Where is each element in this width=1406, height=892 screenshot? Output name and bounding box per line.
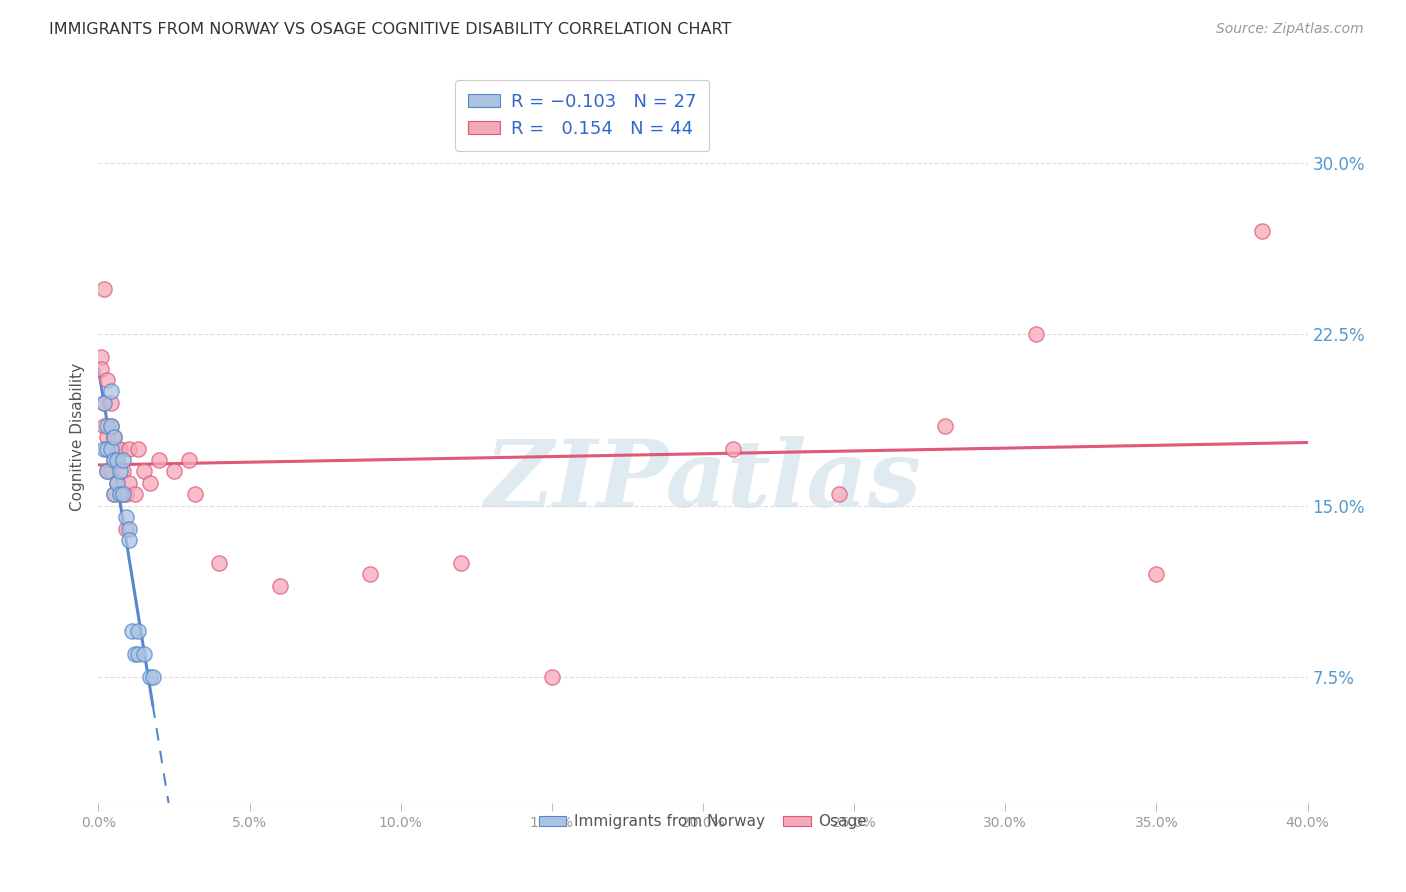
Point xyxy=(723,442,745,456)
Point xyxy=(360,567,382,582)
Point xyxy=(121,624,143,639)
Point xyxy=(96,373,118,387)
Point xyxy=(450,556,472,570)
Point xyxy=(96,418,118,433)
Point xyxy=(90,350,112,364)
Point xyxy=(96,464,118,478)
Text: IMMIGRANTS FROM NORWAY VS OSAGE COGNITIVE DISABILITY CORRELATION CHART: IMMIGRANTS FROM NORWAY VS OSAGE COGNITIV… xyxy=(49,22,731,37)
Point xyxy=(93,396,115,410)
Point xyxy=(139,475,162,490)
Point xyxy=(93,418,115,433)
Point xyxy=(93,442,115,456)
Point xyxy=(118,475,141,490)
Point xyxy=(100,442,122,456)
Point xyxy=(540,670,562,684)
Point xyxy=(114,510,136,524)
Point xyxy=(124,487,146,501)
Point xyxy=(111,487,134,501)
Point xyxy=(111,453,134,467)
Point xyxy=(124,647,146,661)
Point xyxy=(96,442,118,456)
Point xyxy=(118,442,141,456)
Point xyxy=(1024,327,1046,342)
Point xyxy=(118,533,141,547)
Point xyxy=(103,430,125,444)
Point xyxy=(184,487,207,501)
Point xyxy=(103,487,125,501)
Point xyxy=(127,624,149,639)
Point xyxy=(93,396,115,410)
Point xyxy=(103,487,125,501)
Point xyxy=(934,418,956,433)
Point xyxy=(105,442,128,456)
Point xyxy=(100,396,122,410)
Point xyxy=(90,361,112,376)
Point xyxy=(127,647,149,661)
Point xyxy=(100,418,122,433)
Point xyxy=(132,464,155,478)
Point xyxy=(108,442,131,456)
Point xyxy=(828,487,851,501)
Point xyxy=(100,464,122,478)
Point xyxy=(118,521,141,535)
Point xyxy=(114,487,136,501)
Point xyxy=(108,464,131,478)
Point xyxy=(96,464,118,478)
Point xyxy=(132,647,155,661)
Point xyxy=(100,442,122,456)
Point xyxy=(127,442,149,456)
Point xyxy=(163,464,186,478)
Y-axis label: Cognitive Disability: Cognitive Disability xyxy=(70,363,86,511)
Point xyxy=(103,430,125,444)
Point xyxy=(100,418,122,433)
Point xyxy=(142,670,165,684)
Point xyxy=(108,487,131,501)
Point xyxy=(139,670,162,684)
Point xyxy=(96,430,118,444)
Point xyxy=(103,453,125,467)
Point xyxy=(111,464,134,478)
Point xyxy=(179,453,201,467)
Point xyxy=(105,453,128,467)
Text: Source: ZipAtlas.com: Source: ZipAtlas.com xyxy=(1216,22,1364,37)
Point xyxy=(105,475,128,490)
Point xyxy=(148,453,170,467)
Text: ZIPatlas: ZIPatlas xyxy=(485,436,921,526)
Point xyxy=(105,475,128,490)
Point xyxy=(1144,567,1167,582)
Point xyxy=(1251,224,1274,238)
Point xyxy=(208,556,231,570)
Point xyxy=(269,579,291,593)
Point xyxy=(100,384,122,399)
Point xyxy=(111,487,134,501)
Point xyxy=(93,281,115,295)
Legend: Immigrants from Norway, Osage: Immigrants from Norway, Osage xyxy=(533,808,873,836)
Point xyxy=(108,487,131,501)
Point xyxy=(103,453,125,467)
Point xyxy=(114,521,136,535)
